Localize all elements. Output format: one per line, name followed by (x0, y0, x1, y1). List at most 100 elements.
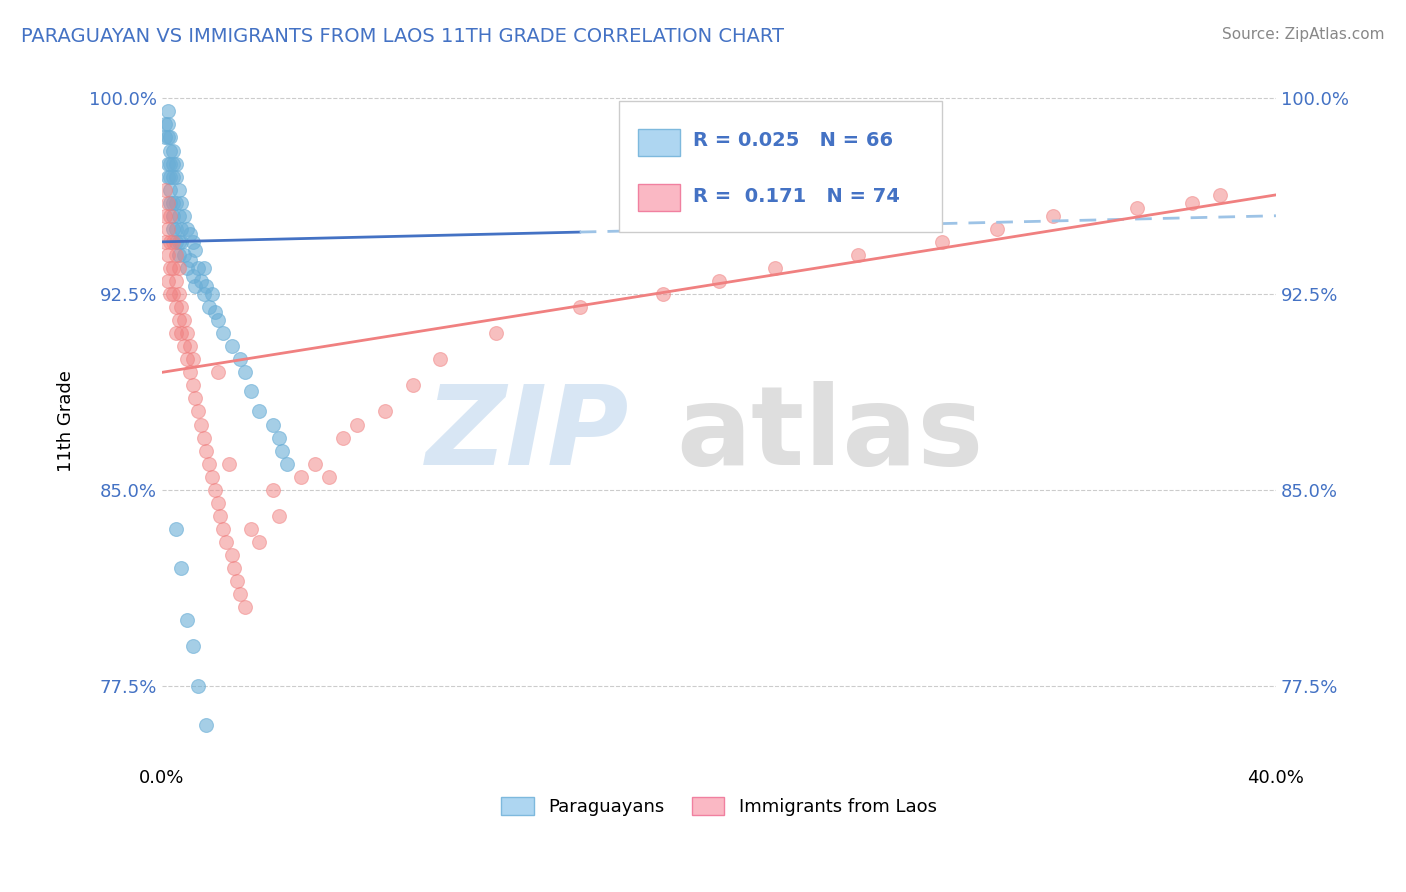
Point (986, 222, 1008, 236)
Point (165, 522, 187, 536)
Point (304, 457, 326, 471)
Point (176, 222, 198, 236)
Point (159, 195, 181, 210)
Y-axis label: 11th Grade: 11th Grade (58, 369, 75, 472)
Point (162, 156, 184, 170)
Point (159, 209, 181, 223)
Point (156, 117, 179, 131)
Point (179, 365, 201, 379)
Point (249, 535, 271, 549)
Point (165, 222, 187, 236)
Point (176, 352, 198, 367)
Point (167, 235, 190, 249)
Point (707, 274, 730, 288)
Point (156, 222, 179, 236)
Point (153, 209, 176, 223)
Point (229, 352, 252, 367)
Point (165, 156, 187, 170)
Point (207, 313, 229, 327)
Point (401, 378, 423, 392)
Point (179, 227, 201, 241)
Point (170, 326, 193, 341)
Point (201, 469, 224, 483)
Point (165, 235, 187, 249)
Point (170, 222, 193, 236)
Point (162, 235, 184, 249)
Text: ZIP: ZIP (426, 381, 630, 488)
Text: Source: ZipAtlas.com: Source: ZipAtlas.com (1222, 27, 1385, 42)
Point (156, 156, 179, 170)
Point (165, 326, 187, 341)
Point (167, 183, 190, 197)
Point (176, 326, 198, 341)
Point (184, 279, 207, 293)
Point (209, 508, 232, 523)
Point (156, 274, 179, 288)
Point (181, 268, 204, 283)
Point (173, 248, 195, 262)
Point (204, 305, 226, 319)
Point (167, 313, 190, 327)
Point (181, 640, 204, 654)
Point (170, 195, 193, 210)
Point (156, 169, 179, 184)
Point (215, 535, 238, 549)
Point (179, 339, 201, 353)
Point (318, 469, 340, 483)
Point (165, 169, 187, 184)
Point (162, 287, 184, 301)
Point (207, 496, 229, 510)
Point (240, 384, 263, 398)
Point (159, 183, 181, 197)
Point (173, 313, 195, 327)
Point (153, 183, 176, 197)
Point (1181, 195, 1204, 210)
Point (162, 222, 184, 236)
Point (652, 287, 675, 301)
Point (262, 417, 284, 432)
Point (159, 287, 181, 301)
Point (931, 235, 953, 249)
Point (153, 117, 176, 131)
Point (221, 339, 243, 353)
Point (184, 392, 207, 406)
Point (181, 235, 204, 249)
Point (165, 300, 187, 314)
Point (176, 260, 198, 275)
Point (153, 235, 176, 249)
Point (485, 326, 508, 341)
Point (173, 209, 195, 223)
Point (846, 248, 869, 262)
Point (267, 508, 290, 523)
Point (159, 169, 181, 184)
Point (170, 235, 193, 249)
Point (195, 443, 218, 458)
Point (235, 600, 257, 615)
Point (221, 548, 243, 562)
Point (218, 457, 240, 471)
Point (179, 253, 201, 268)
Point (190, 417, 212, 432)
Point (429, 352, 451, 367)
Point (198, 457, 221, 471)
Point (165, 195, 187, 210)
Point (165, 274, 187, 288)
Point (193, 287, 215, 301)
Point (167, 209, 190, 223)
Point (167, 248, 190, 262)
Point (170, 300, 193, 314)
Point (162, 169, 184, 184)
Point (159, 260, 181, 275)
FancyBboxPatch shape (619, 102, 942, 232)
Point (159, 130, 181, 145)
Point (181, 378, 204, 392)
Point (153, 130, 176, 145)
Point (159, 235, 181, 249)
Point (195, 279, 218, 293)
Point (190, 274, 212, 288)
Point (156, 195, 179, 210)
Point (156, 248, 179, 262)
Point (290, 469, 312, 483)
Point (276, 457, 298, 471)
Point (193, 431, 215, 445)
